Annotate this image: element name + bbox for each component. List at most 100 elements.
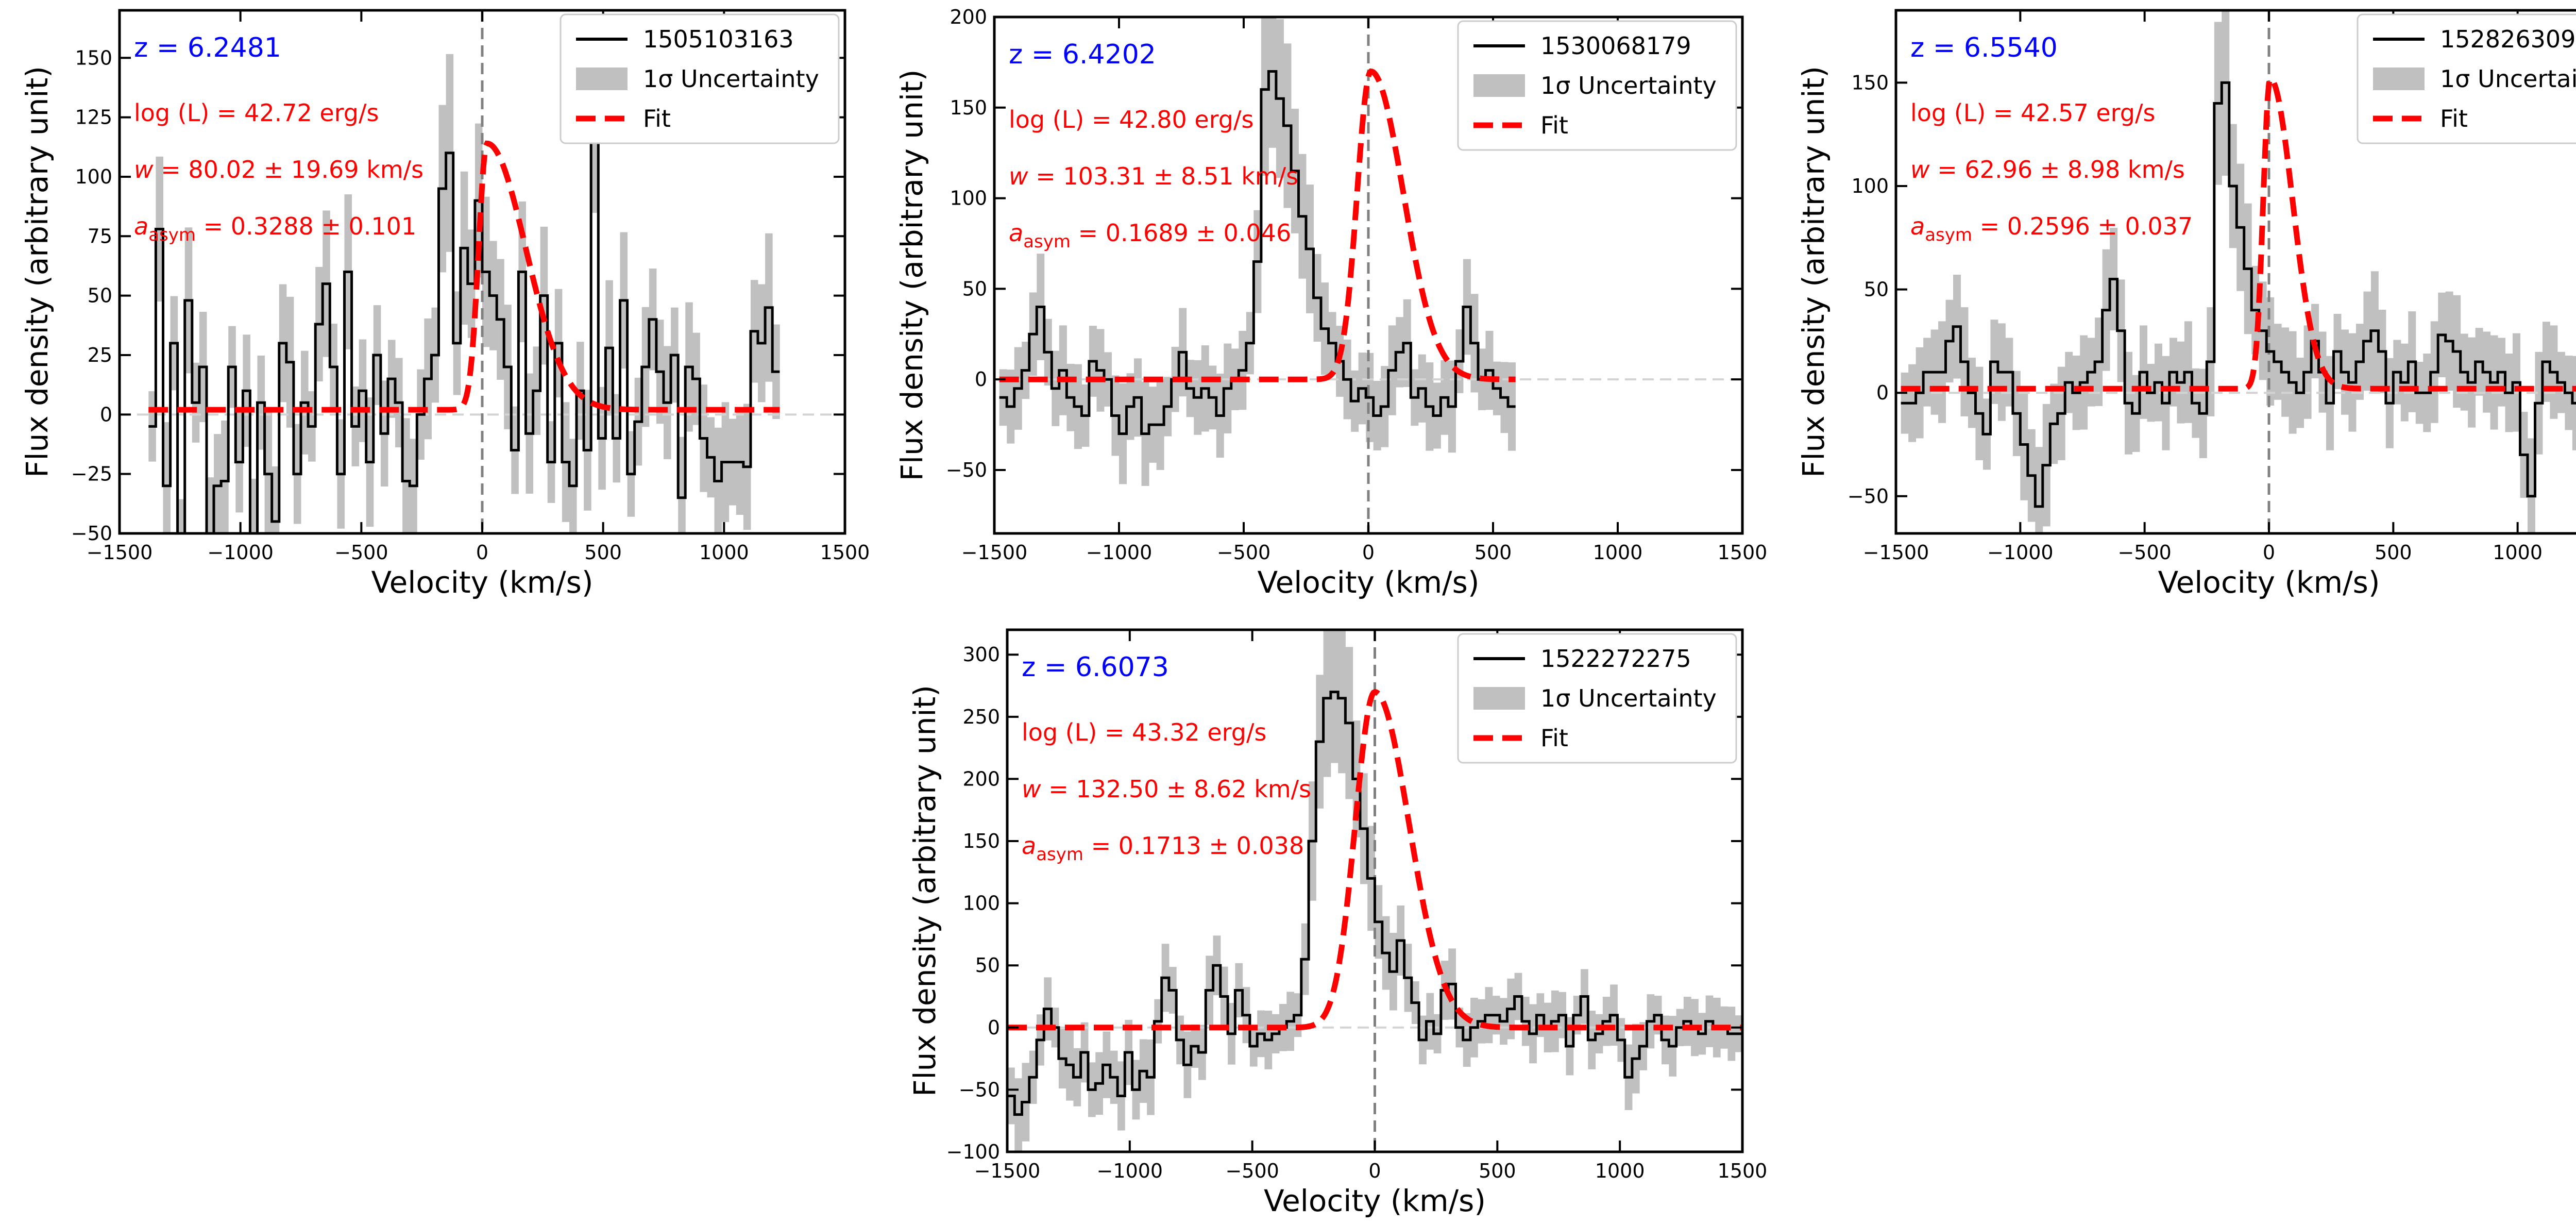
- panel-3-plot-area: [1896, 10, 2576, 533]
- panel-2-luminosity-label: log (L) = 42.80 erg/s: [1009, 106, 1253, 133]
- legend-fit-label: Fit: [1540, 724, 1568, 752]
- x-tick-label: −1000: [207, 541, 274, 564]
- y-tick-label: 100: [962, 892, 1000, 915]
- x-tick-label: 1500: [820, 541, 870, 564]
- panel-1-y-axis-label: Flux density (arbitrary unit): [20, 66, 55, 478]
- y-tick-label: 125: [75, 106, 112, 129]
- width-symbol: w: [1009, 162, 1028, 190]
- y-tick-label: −50: [946, 459, 987, 481]
- panel-1-luminosity-label: log (L) = 42.72 erg/s: [134, 99, 379, 127]
- panel-4-redshift-label: z = 6.6073: [1022, 652, 1169, 683]
- x-tick-label: 0: [1368, 1160, 1381, 1182]
- width-value: = 62.96 ± 8.98 km/s: [1930, 156, 2185, 183]
- panel-2-legend: 1530068179 1σ Uncertainty Fit: [1457, 20, 1737, 151]
- x-tick-label: 500: [1475, 541, 1512, 564]
- uncertainty-bin: [1323, 630, 1331, 777]
- asym-subscript: asym: [1036, 844, 1083, 865]
- x-tick-label: 500: [1479, 1160, 1516, 1182]
- uncertainty-bin: [250, 478, 258, 533]
- panel-3-x-axis-label: Velocity (km/s): [2158, 565, 2380, 600]
- uncertainty-bin: [1268, 17, 1277, 148]
- uncertainty-bin: [1261, 17, 1269, 176]
- panel-4-width-label: w = 132.50 ± 8.62 km/s: [1022, 775, 1311, 803]
- y-tick-label: −100: [946, 1141, 1000, 1163]
- y-tick-label: 150: [75, 46, 112, 69]
- x-tick-label: 1000: [1593, 541, 1643, 564]
- uncertainty-bin: [1338, 630, 1346, 774]
- panel-3-spectrum-line: [1901, 81, 2576, 508]
- panel-1-redshift-label: z = 6.2481: [134, 32, 281, 63]
- uncertainty-bin: [177, 499, 185, 533]
- asym-value: = 0.1713 ± 0.038: [1083, 832, 1304, 860]
- y-tick-label: 0: [975, 368, 987, 391]
- legend-uncertainty-swatch: [576, 68, 628, 90]
- asym-subscript: asym: [148, 225, 196, 245]
- panel-2-x-axis-label: Velocity (km/s): [1257, 565, 1479, 600]
- y-tick-label: −25: [71, 463, 112, 485]
- x-tick-label: 500: [584, 541, 622, 564]
- panel-4-plot-area: [1007, 630, 1742, 1152]
- legend-uncertainty-label: 1σ Uncertainty: [2440, 65, 2576, 93]
- legend-uncertainty-label: 1σ Uncertainty: [1540, 684, 1717, 712]
- legend-spectrum-label: 1505103163: [643, 25, 794, 53]
- x-tick-label: −500: [2117, 541, 2171, 564]
- x-tick-label: −1500: [961, 541, 1028, 564]
- x-tick-label: 1000: [1595, 1160, 1645, 1182]
- panel-3-fit-line: [1901, 75, 2576, 392]
- panel-2: −1500 −1000 −500 0 500 1000 1500−5005010015020…: [894, 6, 1768, 600]
- asym-value: = 0.3288 ± 0.101: [196, 212, 416, 240]
- x-tick-label: 500: [2375, 541, 2412, 564]
- y-tick-label: 50: [975, 954, 1000, 977]
- y-tick-label: −50: [959, 1078, 1000, 1101]
- uncertainty-bin: [402, 418, 410, 533]
- panel-3-width-label: w = 62.96 ± 8.98 km/s: [1910, 156, 2185, 183]
- x-tick-label: 0: [1362, 541, 1375, 564]
- uncertainty-bin: [1330, 630, 1338, 763]
- panel-1-legend: 1505103163 1σ Uncertainty Fit: [560, 13, 840, 144]
- panel-3: −1500−1000−500050010001500−50050100150Ve…: [1796, 9, 2576, 600]
- x-tick-label: 1500: [1718, 1160, 1768, 1182]
- x-tick-label: −1000: [1086, 541, 1153, 564]
- asym-subscript: asym: [1023, 231, 1071, 252]
- x-tick-label: −1500: [1863, 541, 1929, 564]
- legend-uncertainty-swatch: [2373, 68, 2425, 90]
- panel-1-x-axis-label: Velocity (km/s): [371, 565, 593, 600]
- y-tick-label: 0: [1876, 381, 1889, 404]
- uncertainty-bin: [163, 422, 171, 533]
- x-tick-label: −500: [1217, 541, 1270, 564]
- width-value: = 80.02 ± 19.69 km/s: [154, 156, 424, 183]
- y-tick-label: 50: [962, 277, 987, 300]
- asym-subscript: asym: [1925, 225, 1972, 245]
- legend-uncertainty-swatch: [1473, 687, 1525, 710]
- panel-4-legend: 1522272275 1σ Uncertainty Fit: [1457, 633, 1737, 764]
- panel-3-redshift-label: z = 6.5540: [1910, 32, 2058, 63]
- y-tick-label: 200: [962, 767, 1000, 790]
- panel-1-fit-line: [148, 140, 780, 413]
- panel-4-x-axis-label: Velocity (km/s): [1264, 1183, 1486, 1218]
- y-tick-label: 200: [950, 6, 987, 28]
- y-tick-label: 25: [88, 344, 112, 366]
- x-tick-label: −1500: [974, 1160, 1041, 1182]
- x-tick-label: 1500: [1718, 541, 1768, 564]
- legend-box: [1457, 20, 1737, 151]
- panel-2-spectrum-line: [999, 70, 1516, 435]
- legend-uncertainty-label: 1σ Uncertainty: [1540, 72, 1717, 99]
- x-tick-label: −500: [334, 541, 388, 564]
- uncertainty-bin: [214, 434, 222, 533]
- uncertainty-bin: [272, 466, 280, 533]
- panel-4-fit-line: [1007, 689, 1742, 1031]
- x-tick-label: 1000: [2493, 541, 2543, 564]
- width-symbol: w: [1022, 775, 1041, 803]
- uncertainty-bin: [264, 410, 273, 533]
- asym-symbol: a: [134, 212, 148, 240]
- y-tick-label: 150: [950, 96, 987, 119]
- panel-1-width-label: w = 80.02 ± 19.69 km/s: [134, 156, 423, 183]
- legend-spectrum-label: 1528263095: [2440, 25, 2576, 53]
- x-tick-label: 0: [2263, 541, 2275, 564]
- panel-4-luminosity-label: log (L) = 43.32 erg/s: [1022, 718, 1266, 746]
- width-value: = 103.31 ± 8.51 km/s: [1028, 162, 1299, 190]
- y-tick-label: 300: [962, 643, 1000, 666]
- width-value: = 132.50 ± 8.62 km/s: [1041, 775, 1312, 803]
